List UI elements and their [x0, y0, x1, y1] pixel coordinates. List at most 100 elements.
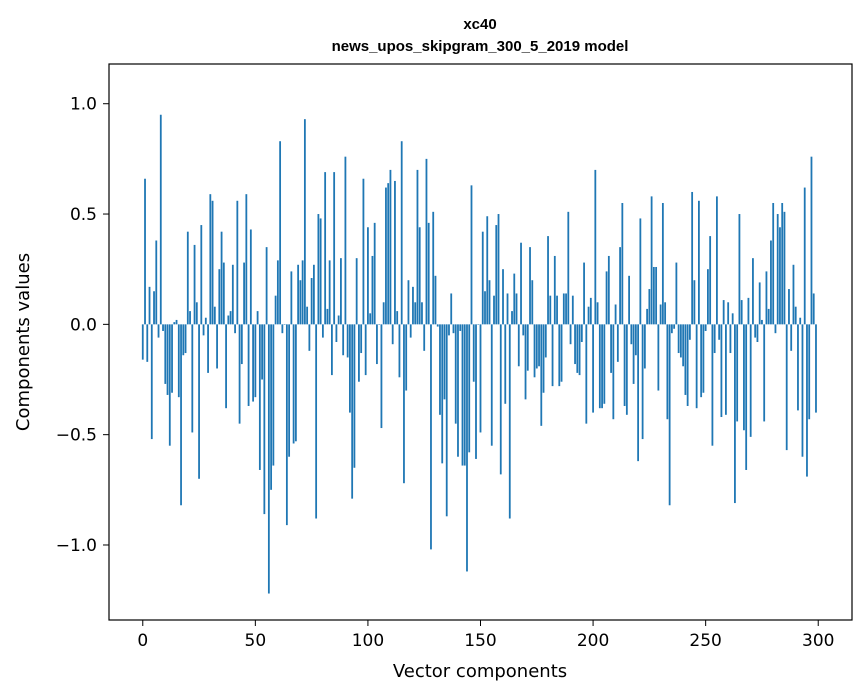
bar-10 [164, 324, 167, 384]
bar-55 [265, 247, 268, 325]
bar-196 [583, 262, 585, 325]
bar-222 [641, 324, 644, 440]
y-tick-label-1: −0.5 [56, 426, 97, 446]
bar-128 [430, 324, 432, 550]
bar-277 [765, 271, 768, 325]
bar-253 [711, 324, 714, 446]
bar-95 [355, 258, 358, 325]
bar-258 [722, 300, 725, 325]
bar-286 [785, 324, 788, 451]
bar-43 [238, 324, 241, 424]
bar-187 [562, 293, 565, 325]
bar-245 [693, 280, 696, 325]
x-tick-label-50: 50 [245, 631, 267, 651]
bar-190 [569, 324, 572, 345]
bar-58 [272, 324, 275, 466]
bar-54 [263, 324, 266, 515]
bar-12 [168, 324, 171, 446]
bar-118 [407, 280, 410, 325]
bar-139 [454, 324, 457, 424]
bar-260 [727, 302, 730, 325]
bar-184 [556, 295, 558, 325]
bar-288 [790, 324, 793, 351]
bar-149 [477, 324, 480, 325]
bar-197 [585, 324, 588, 424]
bar-241 [684, 324, 687, 395]
x-tick-label-300: 300 [802, 631, 834, 651]
bar-72 [303, 119, 306, 325]
bar-116 [403, 324, 405, 484]
bar-162 [506, 293, 509, 325]
bar-275 [761, 319, 763, 325]
bar-279 [770, 240, 772, 325]
bar-23 [193, 244, 196, 325]
bar-261 [729, 324, 732, 354]
bar-56 [267, 324, 270, 594]
bar-257 [720, 324, 723, 418]
x-axis-label: Vector components [393, 661, 567, 682]
bar-271 [752, 258, 754, 325]
bar-295 [806, 324, 808, 477]
bar-4 [150, 324, 153, 440]
bar-71 [301, 260, 304, 325]
bar-217 [630, 324, 633, 345]
bar-244 [691, 191, 694, 325]
bar-107 [382, 302, 385, 325]
bar-204 [601, 324, 603, 409]
bar-270 [749, 324, 752, 437]
bar-25 [198, 324, 200, 479]
bar-214 [623, 324, 626, 406]
bar-163 [508, 324, 511, 519]
bar-80 [321, 324, 324, 338]
bar-152 [484, 291, 486, 325]
bar-200 [592, 324, 594, 413]
bar-234 [668, 324, 671, 506]
bar-47 [247, 324, 250, 406]
bar-213 [621, 203, 624, 325]
bar-167 [517, 324, 520, 367]
bar-6 [155, 240, 158, 325]
bar-146 [470, 185, 473, 325]
bar-44 [240, 324, 243, 365]
bar-193 [576, 324, 579, 373]
bar-221 [639, 218, 642, 325]
bar-20 [186, 231, 189, 325]
bar-76 [312, 264, 315, 325]
bar-293 [801, 324, 804, 457]
bar-122 [416, 169, 419, 325]
bar-74 [308, 324, 311, 351]
bar-161 [504, 324, 507, 404]
bar-205 [603, 324, 606, 404]
bar-250 [704, 324, 707, 331]
bar-5 [153, 291, 155, 325]
bar-228 [655, 266, 658, 325]
bar-84 [331, 324, 333, 376]
bar-13 [171, 324, 173, 393]
bar-137 [450, 293, 453, 325]
bar-240 [682, 324, 685, 367]
bar-188 [565, 293, 567, 325]
bar-191 [571, 295, 574, 325]
bar-183 [553, 255, 556, 325]
bar-235 [670, 324, 673, 334]
bar-142 [461, 324, 464, 466]
bar-28 [204, 317, 207, 325]
bar-49 [252, 324, 254, 402]
chart-title: xc40 [463, 16, 496, 33]
bar-246 [695, 324, 698, 409]
bar-220 [637, 324, 640, 462]
bar-156 [493, 295, 495, 325]
bar-198 [587, 306, 590, 325]
bar-287 [788, 289, 790, 325]
bar-8 [159, 114, 162, 325]
bar-203 [598, 324, 601, 409]
y-tick-label-2: 0.0 [70, 315, 97, 335]
bar-209 [612, 324, 615, 420]
bar-259 [725, 324, 727, 415]
bar-57 [270, 324, 273, 490]
bar-181 [549, 295, 552, 325]
bar-291 [797, 324, 799, 411]
bar-289 [792, 264, 795, 325]
bar-265 [738, 214, 741, 325]
bar-165 [513, 273, 516, 325]
